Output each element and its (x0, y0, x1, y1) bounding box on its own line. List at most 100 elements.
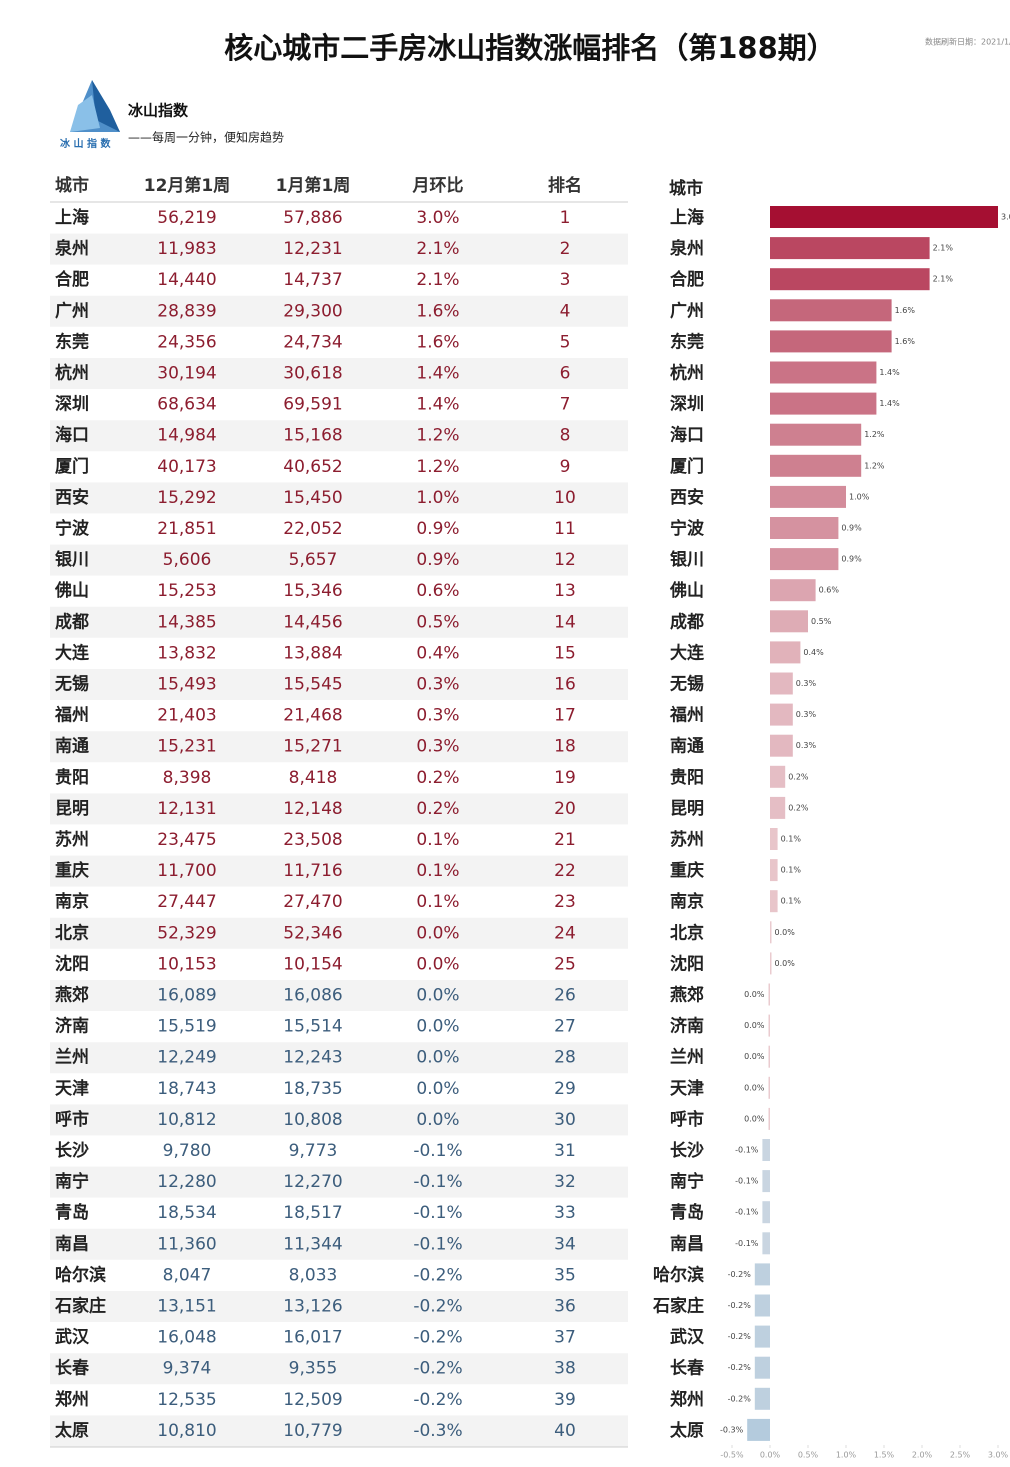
category-label: 南通 (670, 736, 704, 757)
table-cell: 12,131 (157, 799, 216, 819)
city-cell: 石家庄 (54, 1296, 106, 1317)
city-cell: 青岛 (55, 1202, 89, 1223)
category-label: 济南 (670, 1016, 704, 1037)
bar (754, 1263, 770, 1286)
column-header: 1月第1周 (276, 175, 351, 196)
bar-label: 3.0% (1001, 213, 1010, 222)
category-label: 北京 (670, 922, 704, 943)
table-cell: 12,249 (157, 1048, 216, 1068)
bar-label: 0.4% (803, 648, 824, 657)
category-label: 西安 (670, 487, 704, 508)
bar-label: 0.3% (796, 710, 817, 719)
category-label: 太原 (670, 1420, 704, 1441)
table-cell: 13,126 (283, 1297, 342, 1317)
table-cell: 9,773 (289, 1141, 338, 1161)
bar (770, 454, 862, 477)
bar (754, 1356, 770, 1379)
row-band (50, 1353, 628, 1385)
bar (762, 1170, 770, 1193)
row-band (50, 233, 628, 265)
city-cell: 南昌 (55, 1233, 89, 1254)
row-band (50, 358, 628, 389)
city-cell: 宁波 (55, 518, 90, 539)
category-label: 南宁 (670, 1171, 704, 1192)
row-band (50, 1166, 628, 1198)
table-cell: 12,148 (283, 799, 342, 819)
bar (770, 392, 877, 415)
table-cell: 14,456 (283, 612, 342, 632)
table-cell: -0.2% (413, 1265, 462, 1285)
table-cell: 21 (554, 830, 576, 850)
category-label: 无锡 (669, 674, 704, 695)
category-label: 沈阳 (670, 953, 704, 974)
table-cell: 16,048 (157, 1328, 216, 1348)
table-cell: 15,514 (283, 1017, 342, 1037)
bar-label: 0.0% (744, 1114, 765, 1123)
update-date: 数据刷新日期：2021/1/ (925, 37, 1010, 47)
row-band (50, 917, 628, 949)
bar (770, 361, 877, 384)
x-tick-label: 3.0% (988, 1451, 1009, 1460)
table-cell: 15,168 (283, 426, 342, 446)
table-cell: 26 (554, 986, 576, 1006)
category-label: 长春 (670, 1358, 704, 1379)
bar (770, 268, 930, 291)
bar-label: 0.1% (781, 835, 802, 844)
table-cell: 0.1% (416, 892, 459, 912)
table-cell: 9 (560, 457, 571, 477)
column-header: 排名 (548, 175, 582, 196)
logo-name: 冰山指数 (128, 102, 189, 120)
table-cell: 28 (554, 1048, 576, 1068)
table-cell: 0.0% (416, 923, 459, 943)
city-cell: 大连 (55, 642, 90, 663)
bar-label: -0.3% (720, 1425, 744, 1434)
table-cell: 0.0% (416, 1079, 459, 1099)
table-cell: 15,519 (157, 1017, 216, 1037)
table-cell: 12,280 (157, 1172, 216, 1192)
category-label: 合肥 (670, 269, 704, 290)
city-cell: 兰州 (55, 1047, 89, 1068)
table-cell: 24,356 (157, 332, 216, 352)
bar-label: 1.6% (895, 306, 916, 315)
category-label: 重庆 (670, 860, 704, 881)
category-label: 海口 (670, 425, 704, 446)
table-cell: 9,780 (163, 1141, 212, 1161)
bar-label: 0.0% (744, 1083, 765, 1092)
table-cell: 12 (554, 550, 576, 570)
bar-label: 0.0% (775, 959, 796, 968)
bar (770, 921, 772, 944)
table-cell: 21,403 (157, 706, 216, 726)
bar (770, 299, 892, 322)
table-cell: 57,886 (283, 208, 342, 228)
table-cell: 0.5% (416, 612, 459, 632)
table-cell: 52,346 (283, 923, 342, 943)
table-cell: 40,173 (157, 457, 216, 477)
table-cell: 30,194 (157, 364, 216, 384)
table-cell: 0.6% (416, 581, 459, 601)
bar-label: 1.2% (864, 461, 885, 470)
bar-label: 1.0% (849, 492, 870, 501)
table-cell: 18,743 (157, 1079, 216, 1099)
table-cell: 5,657 (289, 550, 338, 570)
table-cell: 15,450 (283, 488, 342, 508)
table-cell: 25 (554, 954, 576, 974)
table-cell: 0.0% (416, 986, 459, 1006)
table-cell: 0.9% (416, 550, 459, 570)
bar-label: 0.9% (841, 524, 862, 533)
table-cell: 0.0% (416, 1048, 459, 1068)
table-cell: 1.6% (416, 332, 459, 352)
bar-label: -0.2% (728, 1363, 752, 1372)
city-cell: 银川 (55, 549, 89, 570)
city-cell: 贵阳 (55, 767, 89, 788)
bar (770, 517, 839, 539)
table-cell: 23,475 (157, 830, 216, 850)
table-cell: 22,052 (283, 519, 342, 539)
table-cell: 10,808 (283, 1110, 342, 1130)
row-band (50, 1415, 628, 1447)
city-cell: 上海 (55, 207, 89, 228)
category-label: 东莞 (670, 331, 704, 352)
table-cell: 13,151 (157, 1297, 216, 1317)
table-cell: 18,735 (283, 1079, 342, 1099)
bar-label: 0.0% (744, 1021, 765, 1030)
